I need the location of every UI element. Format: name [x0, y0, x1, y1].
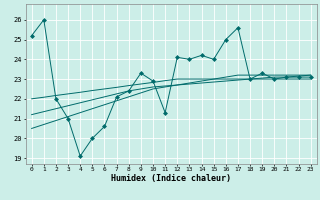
X-axis label: Humidex (Indice chaleur): Humidex (Indice chaleur): [111, 174, 231, 183]
